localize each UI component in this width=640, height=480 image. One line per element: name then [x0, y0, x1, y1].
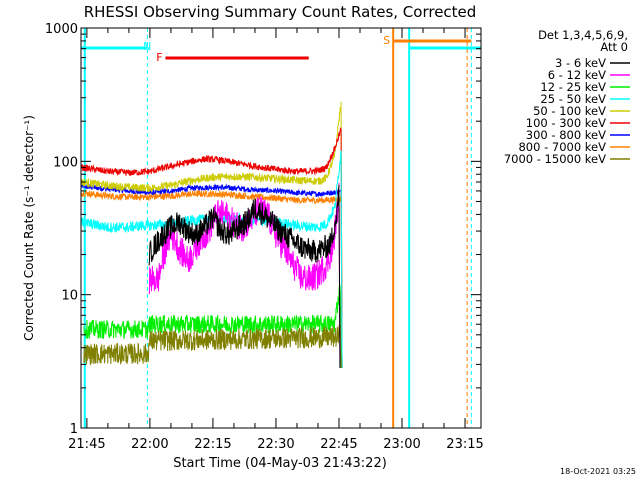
y-tick-label: 1000	[45, 22, 78, 37]
legend-label: 800 - 7000 keV	[518, 140, 606, 154]
series-800-7000-kev-line	[80, 189, 342, 205]
legend-label: 3 - 6 keV	[555, 56, 606, 70]
legend-label: 100 - 300 keV	[526, 116, 606, 130]
series-3-6-kev-line-drop	[338, 190, 341, 369]
night-label: N	[143, 40, 151, 53]
series-300-800-kev-line	[80, 183, 342, 198]
series-layer	[80, 101, 343, 369]
x-tick-label: 21:45	[68, 437, 105, 452]
series-12-25-kev-line	[83, 285, 341, 340]
y-tick-label: 1	[70, 422, 78, 437]
series-100-300-kev-line	[80, 127, 342, 177]
series-3-6-kev-line	[148, 184, 340, 266]
x-axis-label: Start Time (04-May-03 21:43:22)	[173, 456, 387, 471]
chart-title: RHESSI Observing Summary Count Rates, Co…	[84, 3, 477, 21]
y-tick-label: 100	[53, 155, 78, 170]
series-7000-15000-kev-line-drop	[339, 324, 342, 369]
x-tick-label: 22:45	[320, 437, 357, 452]
legend-header-line-2: Att 0	[600, 40, 628, 54]
legend-header-line-1: Det 1,3,4,5,6,9,	[538, 28, 628, 42]
y-axis-label: Corrected Count Rate (s⁻¹ detector⁻¹)	[22, 115, 36, 341]
legend-label: 300 - 800 keV	[526, 128, 606, 142]
series-7000-15000-kev-line	[83, 324, 341, 366]
legend-label: 12 - 25 keV	[540, 80, 606, 94]
y-tick-label: 10	[61, 289, 78, 304]
x-tick-label: 23:15	[446, 437, 483, 452]
observing-flag-overlays: NF S	[81, 28, 481, 428]
plot-frame	[80, 27, 482, 429]
legend-label: 25 - 50 keV	[540, 92, 606, 106]
x-tick-label: 23:00	[383, 437, 420, 452]
x-tick-label: 22:15	[194, 437, 231, 452]
series-50-100-kev-line	[80, 106, 342, 194]
flare-label: F	[156, 51, 162, 64]
axes: 21:45 22:00 22:15 22:30 22:45 23:00 23:15 1 10 10…	[45, 22, 484, 452]
legend-label: 7000 - 15000 keV	[504, 152, 606, 166]
saa-label: S	[383, 34, 390, 47]
series-25-50-kev-line-drop	[340, 150, 343, 369]
x-tick-label: 22:30	[257, 437, 294, 452]
legend-label: 6 - 12 keV	[548, 68, 606, 82]
legend-label: 50 - 100 keV	[533, 104, 606, 118]
footer-timestamp: 18-Oct-2021 03:25	[560, 467, 636, 476]
x-tick-label: 22:00	[131, 437, 168, 452]
